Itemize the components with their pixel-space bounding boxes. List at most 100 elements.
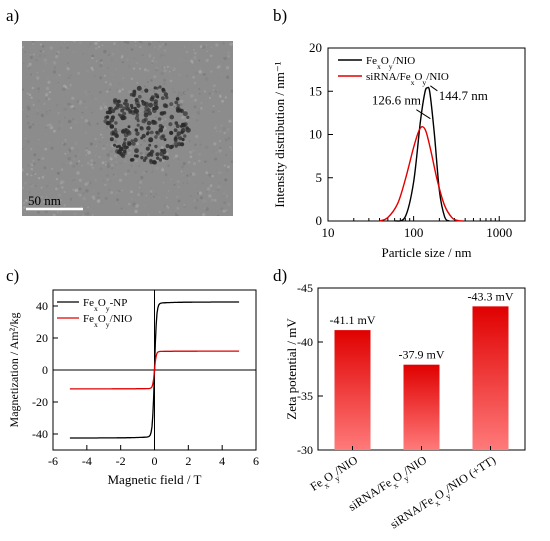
tem-grain xyxy=(104,183,107,187)
tem-grain xyxy=(177,185,180,189)
tem-grain xyxy=(108,127,110,129)
tem-grain xyxy=(150,79,153,82)
tem-grain xyxy=(109,82,112,86)
tem-grain xyxy=(37,158,40,161)
tem-grain xyxy=(33,53,35,56)
tem-grain xyxy=(31,203,34,206)
tem-grain xyxy=(163,82,166,85)
nanoparticle xyxy=(135,113,140,117)
tem-grain xyxy=(212,89,215,91)
tem-grain xyxy=(101,44,104,47)
tem-grain xyxy=(140,192,144,196)
tem-grain xyxy=(123,206,127,211)
tem-grain xyxy=(222,209,226,213)
nanoparticle xyxy=(158,85,162,89)
tem-grain xyxy=(103,74,106,77)
tem-grain xyxy=(199,67,202,70)
tem-grain xyxy=(74,154,77,158)
tem-grain xyxy=(168,190,170,192)
tem-grain xyxy=(44,147,48,151)
tem-grain xyxy=(37,138,40,141)
tem-grain xyxy=(108,179,112,183)
tem-grain xyxy=(181,46,184,49)
nanoparticle xyxy=(173,128,178,133)
tem-background xyxy=(22,41,233,216)
tem-grain xyxy=(155,166,159,170)
tem-grain xyxy=(30,174,33,177)
tem-grain xyxy=(164,118,167,121)
tem-grain xyxy=(103,49,107,54)
nanoparticle xyxy=(152,106,156,111)
tem-grain xyxy=(37,177,41,180)
nanoparticle xyxy=(165,95,169,100)
nanoparticle xyxy=(129,93,134,97)
tem-grain xyxy=(45,127,47,129)
tem-grain xyxy=(163,55,166,57)
x-axis-label: Particle size / nm xyxy=(382,245,472,260)
nanoparticle xyxy=(165,144,170,148)
tem-grain xyxy=(158,210,161,213)
tem-grain xyxy=(53,202,57,206)
tem-grain xyxy=(100,105,102,107)
tem-grain xyxy=(145,195,147,197)
tem-grain xyxy=(140,110,142,112)
tem-grain xyxy=(24,137,27,140)
nanoparticle xyxy=(123,137,127,141)
y-tick-label: 20 xyxy=(36,331,48,345)
y-tick-label: -45 xyxy=(297,281,313,295)
tem-grain xyxy=(209,184,213,188)
tem-grain xyxy=(133,58,135,60)
tem-grain xyxy=(73,212,77,216)
tem-grain xyxy=(97,41,100,43)
tem-grain xyxy=(164,121,166,124)
panel-label-c: c) xyxy=(6,266,20,285)
tem-grain xyxy=(214,89,217,92)
tem-grain xyxy=(199,196,203,200)
tem-grain xyxy=(148,53,152,57)
tem-grain xyxy=(198,70,202,74)
tem-grain xyxy=(55,55,59,59)
tem-grain xyxy=(47,51,49,54)
tem-grain xyxy=(190,150,194,154)
tem-grain xyxy=(63,181,66,184)
tem-grain xyxy=(173,91,176,93)
tem-grain xyxy=(130,48,134,51)
tem-grain xyxy=(112,173,115,176)
nanoparticle xyxy=(141,101,147,106)
tem-grain xyxy=(22,108,24,112)
tem-grain xyxy=(45,86,50,91)
tem-grain xyxy=(224,178,228,182)
tem-grain xyxy=(140,176,144,180)
nanoparticle xyxy=(156,156,160,160)
nanoparticle xyxy=(146,131,150,135)
tem-grain xyxy=(211,93,214,96)
tem-grain xyxy=(47,97,51,101)
tem-grain xyxy=(218,91,221,93)
nanoparticle xyxy=(136,123,140,127)
tem-grain xyxy=(220,73,223,76)
tem-grain xyxy=(54,66,56,69)
nanoparticle xyxy=(186,115,190,119)
nanoparticle xyxy=(159,135,165,141)
tem-grain xyxy=(222,94,224,96)
tem-grain xyxy=(99,200,103,204)
tem-grain xyxy=(117,202,120,205)
nanoparticle xyxy=(139,126,144,131)
tem-grain xyxy=(173,105,176,108)
tem-grain xyxy=(141,41,144,44)
tem-grain xyxy=(109,50,111,53)
tem-grain xyxy=(182,102,186,106)
tem-grain xyxy=(59,199,62,202)
tem-grain xyxy=(176,206,180,210)
tem-grain xyxy=(32,164,34,167)
tem-grain xyxy=(145,170,148,173)
tem-grain xyxy=(123,41,127,44)
tem-grain xyxy=(180,170,183,173)
tem-grain xyxy=(32,46,35,49)
nanoparticle xyxy=(149,96,155,102)
tem-grain xyxy=(84,212,87,215)
tem-grain xyxy=(32,104,35,106)
tem-grain xyxy=(55,187,58,191)
tem-grain xyxy=(27,121,30,125)
tem-grain xyxy=(196,211,200,215)
